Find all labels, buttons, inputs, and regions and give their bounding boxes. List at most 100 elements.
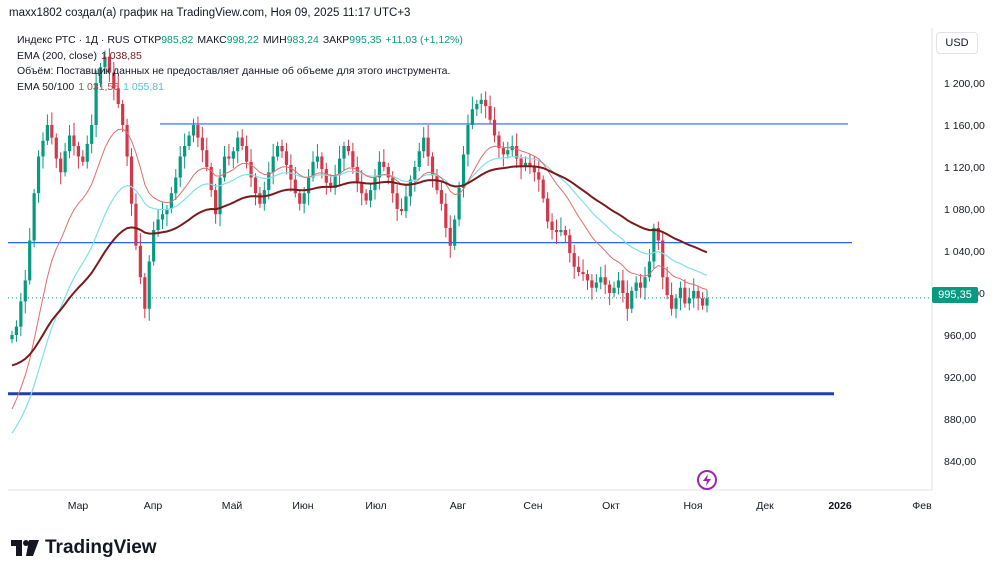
chart-header: maxx1802 создал(а) график на TradingView… (9, 7, 411, 19)
candle-body (705, 298, 709, 306)
candle-body (196, 125, 200, 138)
candle-body (408, 179, 413, 197)
y-tick-label: 880,00 (944, 414, 976, 426)
volume-note: Объём: Поставщик данных не предоставляет… (17, 65, 451, 77)
candle-body (391, 177, 395, 194)
candle-body (559, 230, 563, 233)
candle-body (683, 287, 687, 304)
candle-body (448, 227, 452, 246)
candle-body (32, 193, 36, 241)
ema200-label: EMA (200, close) (17, 49, 97, 62)
y-tick-label: 920,00 (944, 372, 976, 384)
candle-body (218, 177, 222, 215)
candle-body (81, 156, 85, 162)
y-tick-label: 1 160,00 (944, 120, 985, 132)
x-tick-label: Фев (912, 500, 932, 512)
candle-body (143, 277, 147, 309)
candle-body (107, 56, 111, 73)
x-tick-label: Ноя (683, 500, 702, 512)
candle-body (696, 290, 700, 299)
candle-body (258, 193, 262, 204)
candle-body (10, 335, 14, 340)
candle-body (594, 282, 598, 288)
candle-body (253, 177, 258, 194)
lightning-icon[interactable] (697, 470, 717, 490)
candle-body (245, 146, 249, 162)
candle-body (621, 280, 625, 293)
candle-body (616, 280, 621, 288)
price-axis[interactable]: 1 200,00 1 160,00 1 120,00 1 080,00 1 040,00… (944, 78, 985, 468)
candle-body (23, 280, 27, 302)
candle-body (355, 167, 359, 183)
legend-high: 998,22 (226, 34, 259, 46)
candle-body (187, 135, 191, 146)
candle-body (422, 137, 426, 152)
candle-body (647, 261, 652, 278)
currency-button[interactable]: USD (936, 32, 978, 54)
candle-body (121, 104, 125, 125)
y-tick-label: 1 040,00 (944, 246, 985, 258)
candle-body (320, 156, 324, 170)
candle-body (125, 125, 129, 157)
candle-body (532, 167, 536, 173)
candle-body (652, 227, 656, 262)
candle-body (554, 230, 559, 233)
candle-body (510, 146, 514, 151)
x-tick-label: 2026 (828, 500, 852, 512)
candle-body (692, 290, 696, 299)
candle-body (572, 253, 576, 267)
x-tick-label: Июл (365, 500, 386, 512)
candle-body (45, 125, 50, 141)
legend: Индекс РТС · 1Д · RUS ОТКР 985,82 МАКС 998… (17, 33, 463, 95)
candle-body (116, 88, 120, 104)
candle-body (656, 227, 660, 241)
grid (8, 28, 933, 491)
candle-body (435, 175, 439, 191)
candle-body (346, 146, 351, 152)
candle-body (231, 151, 235, 159)
candle-body (94, 83, 98, 125)
candle-body (333, 175, 337, 188)
candle-body (205, 150, 209, 167)
candle-body (430, 156, 435, 176)
candle-body (360, 182, 364, 194)
legend-open-key: ОТКР (133, 34, 162, 46)
last-price-tag: 995,35 (932, 287, 978, 303)
candle-body (678, 287, 683, 299)
x-tick-label: Апр (144, 500, 163, 512)
candle-body (293, 179, 297, 194)
x-tick-label: Сен (523, 500, 542, 512)
legend-symbol[interactable]: Индекс РТС · 1Д · RUS (17, 34, 130, 46)
candle-body (112, 72, 116, 89)
legend-ema200[interactable]: EMA (200, close) 1 038,85 (17, 49, 463, 65)
candle-body (585, 274, 590, 281)
candle-body (634, 282, 638, 291)
candle-body (284, 151, 289, 165)
legend-ema50-100[interactable]: EMA 50/100 1 031,56 1 055,81 (17, 80, 463, 96)
candle-body (386, 167, 390, 178)
tradingview-logo[interactable]: TradingView (11, 537, 157, 559)
candle-body (612, 287, 616, 293)
candle-body (417, 151, 421, 167)
candle-body (289, 164, 293, 180)
candle-body (280, 146, 284, 152)
time-axis[interactable]: Мар Апр Май Июн Июл Авг Сен Окт Ноя Дек 2026 Фев (68, 500, 932, 512)
candle-body (160, 214, 165, 220)
candle-body (541, 179, 545, 199)
candle-body (342, 146, 346, 159)
brand-name: TradingView (45, 537, 157, 558)
candle-body (506, 150, 510, 155)
candle-body (608, 284, 612, 293)
horizontal-lines[interactable] (8, 123, 932, 396)
candle-body (14, 326, 19, 335)
candle-body (214, 190, 218, 215)
legend-low: 983,24 (286, 34, 319, 46)
candle-body (501, 148, 505, 155)
candle-body (311, 161, 315, 178)
candle-body (19, 301, 23, 327)
candle-body (674, 298, 678, 309)
candle-body (129, 156, 134, 204)
candle-body (413, 167, 417, 180)
candle-body (329, 182, 333, 188)
